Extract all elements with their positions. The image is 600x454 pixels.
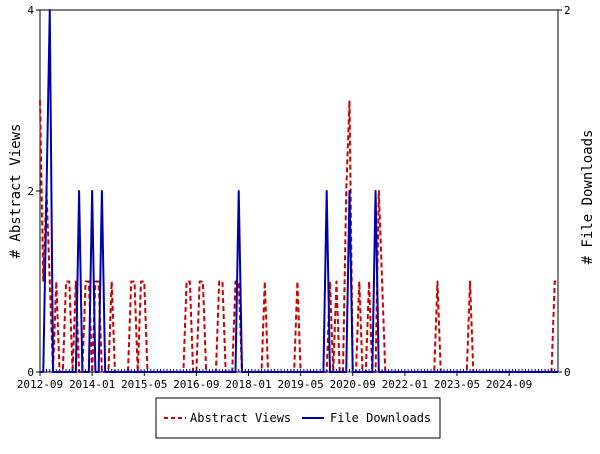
y-right-tick-label: 0 xyxy=(564,366,571,379)
x-tick-label: 2019-05 xyxy=(277,378,323,391)
x-tick-label: 2015-05 xyxy=(121,378,167,391)
y-right-axis-label: # File Downloads xyxy=(580,130,596,265)
y-right-tick-label: 2 xyxy=(564,4,571,17)
x-tick-label: 2012-09 xyxy=(17,378,63,391)
legend-label-abstract-views: Abstract Views xyxy=(190,411,291,425)
legend-box xyxy=(155,397,441,439)
x-tick-label: 2023-05 xyxy=(434,378,480,391)
series-line-abstract-views xyxy=(39,99,558,373)
legend: Abstract Views File Downloads xyxy=(155,397,441,439)
x-tick-label: 2016-09 xyxy=(173,378,219,391)
x-tick-label: 2020-09 xyxy=(330,378,376,391)
series-layer xyxy=(39,9,558,373)
axis-layer: 2012-09 2014-01 2015-05 2016-09 2018-01 2019-… xyxy=(17,4,571,391)
y-left-axis-label: # Abstract Views xyxy=(8,124,24,259)
x-tick-label: 2018-01 xyxy=(225,378,271,391)
y-left-tick-label: 0 xyxy=(27,366,34,379)
x-tick-label: 2014-01 xyxy=(69,378,115,391)
legend-label-file-downloads: File Downloads xyxy=(330,411,431,425)
y-left-tick-label: 2 xyxy=(27,185,34,198)
series-line-file-downloads xyxy=(40,9,558,373)
x-tick-label: 2024-09 xyxy=(486,378,532,391)
x-tick-label: 2022-01 xyxy=(382,378,428,391)
y-left-tick-label: 4 xyxy=(27,4,34,17)
